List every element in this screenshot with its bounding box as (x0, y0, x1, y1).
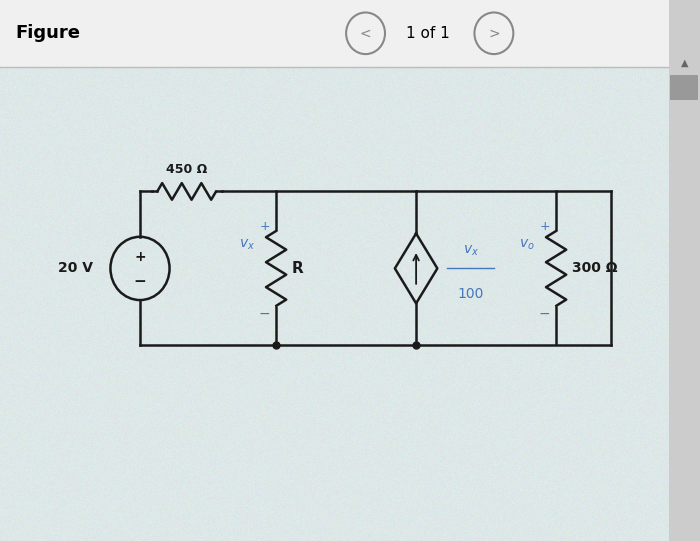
Text: R: R (292, 261, 303, 276)
FancyBboxPatch shape (669, 0, 700, 541)
Text: ▲: ▲ (680, 57, 688, 68)
Text: 20 V: 20 V (58, 261, 93, 275)
Text: <: < (360, 27, 372, 40)
Text: >: > (488, 27, 500, 40)
FancyBboxPatch shape (671, 75, 699, 100)
Text: 100: 100 (457, 287, 484, 301)
Text: 1 of 1: 1 of 1 (406, 26, 449, 41)
Text: +: + (134, 250, 146, 264)
Text: −: − (538, 307, 550, 321)
Text: −: − (258, 307, 270, 321)
Text: $v_x$: $v_x$ (463, 244, 479, 259)
Text: Figure: Figure (15, 24, 80, 42)
Text: $v_x$: $v_x$ (239, 238, 255, 252)
FancyBboxPatch shape (0, 0, 700, 67)
Text: 300 Ω: 300 Ω (572, 261, 617, 275)
Text: $v_o$: $v_o$ (519, 238, 534, 252)
Text: −: − (134, 274, 146, 289)
Text: +: + (259, 220, 270, 233)
Text: 450 Ω: 450 Ω (166, 163, 207, 176)
Text: +: + (539, 220, 550, 233)
